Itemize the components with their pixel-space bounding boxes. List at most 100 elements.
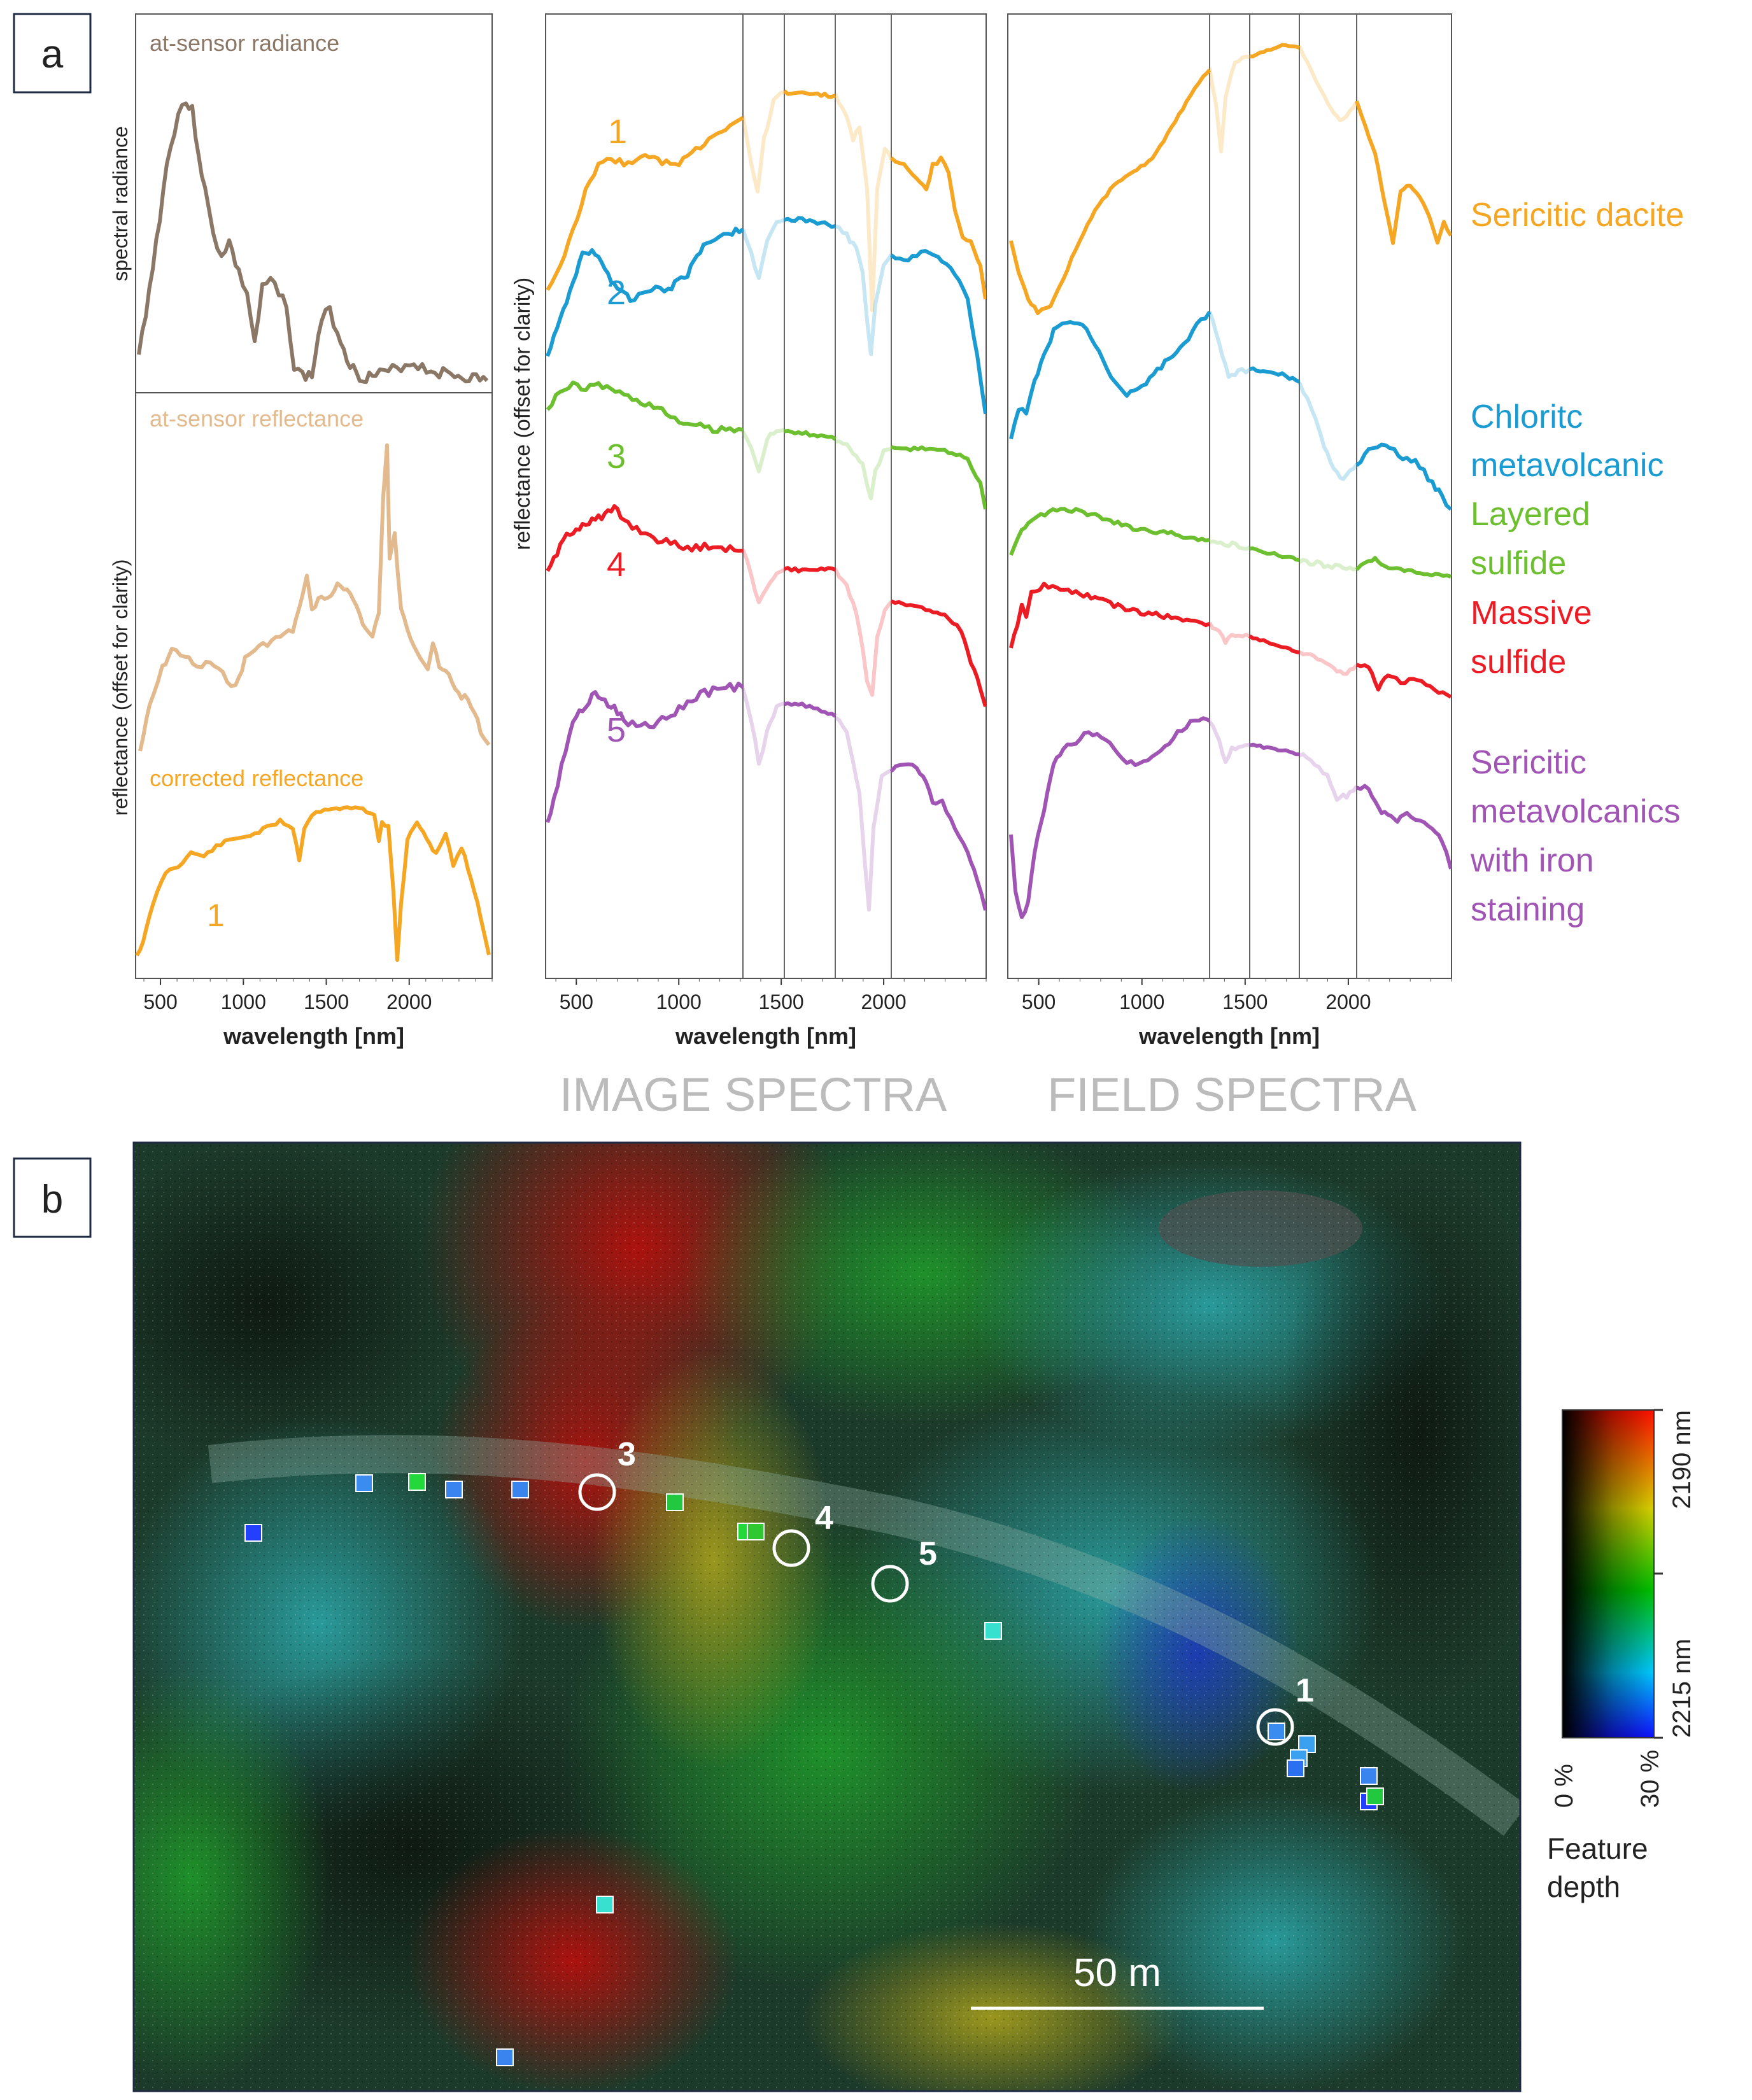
sample-marker <box>445 1481 463 1498</box>
site-1-circle <box>1256 1708 1294 1746</box>
x-tick-label: 2000 <box>386 990 432 1013</box>
field-curve-5c <box>1356 784 1452 870</box>
field-spectra-curves <box>1009 43 1452 919</box>
image-curve-3-band <box>741 428 785 474</box>
site-circles <box>578 1473 1294 1746</box>
field-curve-1-band <box>1208 55 1250 153</box>
image-curve-1-band2 <box>833 93 893 313</box>
sample-marker <box>666 1493 684 1511</box>
sample-marker <box>355 1474 373 1492</box>
field-curve-3-band <box>1209 539 1251 551</box>
feature-depth-map <box>134 1143 1520 2091</box>
image-spectra-frame <box>545 13 987 979</box>
sample-marker <box>408 1473 426 1491</box>
field-curve-5b <box>1249 742 1299 756</box>
image-curve-4 <box>546 504 744 572</box>
field-curve-5-band <box>1208 720 1250 765</box>
colorbar-left-label: 0 % <box>1550 1764 1578 1808</box>
image-curve-2b <box>784 216 836 229</box>
field-curve-4-band2 <box>1298 650 1359 676</box>
image-curve-5-band <box>741 687 785 766</box>
map-frame <box>132 1141 1522 2092</box>
image-curve-1-band <box>741 90 785 194</box>
image-spectra-xlabel: wavelength [nm] <box>675 1023 856 1049</box>
field-curve-5-band2 <box>1298 752 1359 802</box>
field-spectra-frame <box>1007 13 1452 979</box>
sample-marker <box>1366 1787 1384 1805</box>
image-spectra-plot: 500 1000 1500 2000 reflectance (offset for … <box>511 13 987 1121</box>
image-curve-2-band2 <box>835 224 893 356</box>
site-5-number: 5 <box>919 1535 937 1572</box>
field-curve-2b <box>1249 366 1301 384</box>
panel-b-label: b <box>41 1178 63 1222</box>
image-curve-5 <box>546 681 745 823</box>
scale-bar: 50 m <box>971 1951 1264 2010</box>
image-curve-1b <box>783 89 837 99</box>
image-curve-4-band <box>741 549 786 605</box>
at-sensor-reflectance-title: at-sensor reflectance <box>150 405 364 432</box>
panel-b-label-box <box>13 1157 92 1238</box>
field-spectra-xlabel: wavelength [nm] <box>1138 1023 1320 1049</box>
site-3-circle <box>578 1473 616 1511</box>
x-tick-label: 1500 <box>759 990 804 1013</box>
sample-markers <box>244 1473 1384 2066</box>
scale-bar-label: 50 m <box>1073 1951 1161 1995</box>
sample-marker <box>1287 1759 1304 1777</box>
spectra-legend: Sericitic dacite Chloritc metavolcanic L… <box>1470 197 1684 928</box>
panel-a-label-box <box>13 13 92 94</box>
image-spectra-ylabel: reflectance (offset for clarity) <box>511 278 535 550</box>
site-1-number: 1 <box>1296 1672 1314 1709</box>
image-curve-1c <box>890 155 986 300</box>
field-curve-2-band <box>1208 311 1251 379</box>
left-bottom-ylabel: reflectance (offset for clarity) <box>109 559 132 815</box>
site-4-circle <box>772 1529 810 1567</box>
feature-depth-colorbar: 2190 nm 2215 nm 0 % 30 % Feature depth <box>1547 1409 1696 1903</box>
curve-number-5: 5 <box>607 711 626 749</box>
field-curve-1b <box>1250 43 1300 59</box>
image-curve-5-band2 <box>834 715 893 912</box>
sample-marker <box>496 2048 514 2066</box>
field-curve-1c <box>1355 100 1452 245</box>
corrected-reflectance-curve <box>135 805 491 962</box>
image-curve-2c <box>890 249 986 414</box>
field-curve-4b <box>1248 634 1300 654</box>
sample-marker <box>984 1622 1002 1640</box>
image-curve-3c <box>891 445 986 510</box>
x-tick-label: 1000 <box>656 990 702 1013</box>
curve-number-4: 4 <box>607 546 626 584</box>
colorbar-bottom-label: 2215 nm <box>1668 1638 1696 1738</box>
field-curve-3b <box>1249 546 1300 562</box>
legend-layered-sulfide: Layered sulfide <box>1471 496 1599 582</box>
legend-sericitic-dacite: Sericitic dacite <box>1471 197 1684 234</box>
site-3-number: 3 <box>618 1436 636 1473</box>
left-curves <box>135 101 491 962</box>
field-curve-2 <box>1009 311 1212 440</box>
image-curve-3b <box>784 428 837 441</box>
image-curve-4c <box>890 599 986 707</box>
field-curve-2-band2 <box>1297 381 1359 481</box>
field-curve-3 <box>1009 507 1210 556</box>
corrected-curve-number: 1 <box>207 898 225 933</box>
legend-chloritic-metavolcanic: Chloritc metavolcanic <box>1471 398 1664 484</box>
image-spectra-title: IMAGE SPECTRA <box>560 1068 947 1121</box>
left-plot-column: at-sensor radiance at-sensor reflectance… <box>109 13 493 1049</box>
panel-a-label: a <box>41 32 64 76</box>
site-4-number: 4 <box>815 1500 833 1537</box>
field-spectra-bands <box>1209 14 1357 978</box>
sample-marker <box>1268 1723 1285 1740</box>
x-tick-label: 1500 <box>304 990 349 1013</box>
sample-marker <box>747 1523 765 1540</box>
field-curve-4-band <box>1208 621 1251 645</box>
colorbar-caption: Feature depth <box>1547 1832 1656 1903</box>
image-curve-5b <box>784 701 837 718</box>
x-tick-label: 2000 <box>861 990 906 1013</box>
corrected-reflectance-title: corrected reflectance <box>150 765 364 791</box>
image-curve-4b <box>784 566 837 574</box>
field-curve-2c <box>1355 442 1452 511</box>
at-sensor-reflectance-curve <box>138 443 491 752</box>
curve-number-1: 1 <box>608 113 627 151</box>
field-curve-1 <box>1009 69 1212 315</box>
field-curve-3-band2 <box>1298 558 1357 572</box>
legend-massive-sulfide: Massive sulfide <box>1471 595 1601 680</box>
